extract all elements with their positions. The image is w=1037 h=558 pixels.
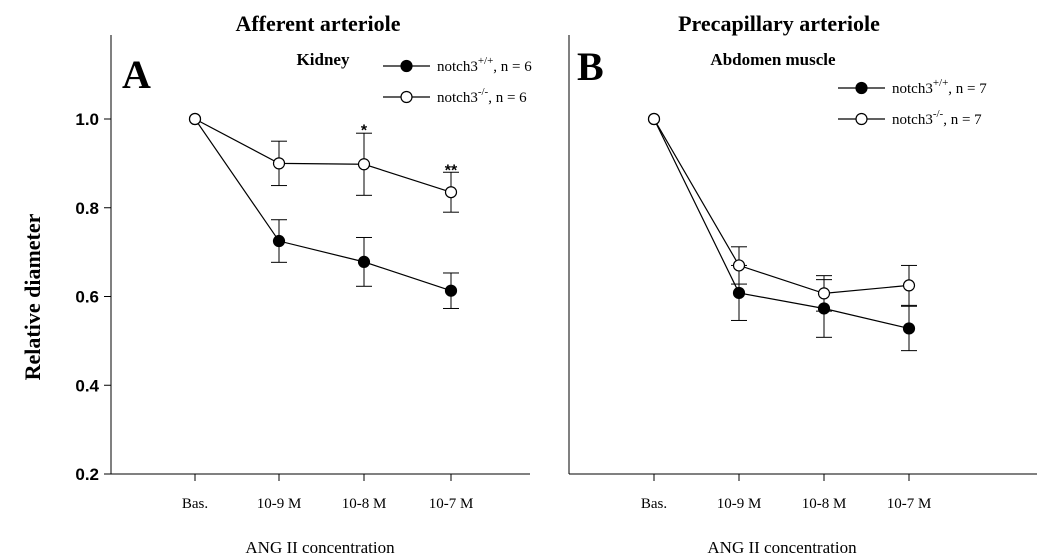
series-line <box>194 118 452 292</box>
x-axis-label: ANG II concentration <box>245 538 395 557</box>
legend-label-rest: , n = 7 <box>943 112 982 128</box>
data-point <box>732 259 746 272</box>
panel-letter: B <box>577 44 604 89</box>
x-tick-label: 10-8 M <box>802 496 847 512</box>
x-tick-label: 10-9 M <box>257 496 302 512</box>
legend-entry: notch3+/+, n = 7 <box>838 77 987 97</box>
data-point <box>817 287 831 300</box>
x-tick-label: 10-7 M <box>429 496 474 512</box>
x-tick-label: 10-8 M <box>342 496 387 512</box>
y-tick-label: 0.6 <box>75 288 99 307</box>
panel-title: Afferent arteriole <box>235 11 400 36</box>
panel-letter: A <box>122 52 151 97</box>
panel-a: 0.2 0.4 0.6 0.8 1.0 Bas. 10-9 M 10-8 M 10-7 M ANG… <box>75 11 532 557</box>
x-tick-label: 10-7 M <box>887 496 932 512</box>
data-point <box>647 112 661 126</box>
legend-label-base: notch3 <box>892 81 933 97</box>
series-knockout <box>188 112 459 213</box>
data-point <box>272 157 286 170</box>
legend-label-base: notch3 <box>437 59 478 75</box>
panel-title: Precapillary arteriole <box>678 11 880 36</box>
data-point <box>732 286 746 300</box>
significance-annotation: ** <box>445 163 458 180</box>
x-tick-label: Bas. <box>641 496 667 512</box>
significance-annotation: * <box>361 123 368 140</box>
x-tick-label: 10-9 M <box>717 496 762 512</box>
data-point <box>188 112 202 126</box>
legend-label-rest: , n = 7 <box>948 81 987 97</box>
data-point <box>902 279 916 292</box>
legend-label-sup: +/+ <box>478 55 493 67</box>
legend-entry: notch3-/-, n = 6 <box>383 86 527 106</box>
legend-label-sup: +/+ <box>933 77 948 89</box>
legend-entry: notch3+/+, n = 6 <box>383 55 532 75</box>
legend-entry: notch3-/-, n = 7 <box>838 108 982 128</box>
series-line <box>194 118 452 193</box>
data-point <box>444 186 458 199</box>
data-point <box>444 284 458 297</box>
series-knockout <box>647 112 917 312</box>
legend-label-base: notch3 <box>892 112 933 128</box>
legend-marker <box>855 112 868 126</box>
legend-label-sup: -/- <box>933 108 944 120</box>
legend-marker <box>400 90 413 104</box>
legend-label: notch3+/+, n = 6 <box>437 55 532 75</box>
legend-marker <box>400 59 413 73</box>
y-tick-label: 0.2 <box>75 465 99 484</box>
series-wildtype <box>188 112 459 309</box>
y-tick-label: 0.8 <box>75 199 99 218</box>
legend-label: notch3+/+, n = 7 <box>892 77 987 97</box>
legend-marker <box>855 81 868 95</box>
x-axis-label: ANG II concentration <box>707 538 857 557</box>
data-point <box>272 234 286 248</box>
series-line <box>653 118 910 330</box>
panel-subtitle: Abdomen muscle <box>710 50 836 69</box>
data-point <box>902 322 916 335</box>
legend-label: notch3-/-, n = 7 <box>892 108 982 128</box>
series-line <box>653 118 910 295</box>
y-tick-label: 0.4 <box>75 376 99 395</box>
legend-label-rest: , n = 6 <box>493 59 532 75</box>
data-point <box>357 255 371 268</box>
legend-label: notch3-/-, n = 6 <box>437 86 527 106</box>
series-wildtype <box>647 112 917 352</box>
x-tick-label: Bas. <box>182 496 208 512</box>
y-axis-label: Relative diameter <box>20 213 45 380</box>
panel-subtitle: Kidney <box>297 50 350 69</box>
legend-label-base: notch3 <box>437 90 478 106</box>
data-point <box>357 158 371 171</box>
legend-label-sup: -/- <box>478 86 489 98</box>
y-tick-label: 1.0 <box>75 110 99 129</box>
legend-label-rest: , n = 6 <box>488 90 527 106</box>
panel-b: Bas. 10-9 M 10-8 M 10-7 M ANG II concentrati… <box>568 11 1037 557</box>
